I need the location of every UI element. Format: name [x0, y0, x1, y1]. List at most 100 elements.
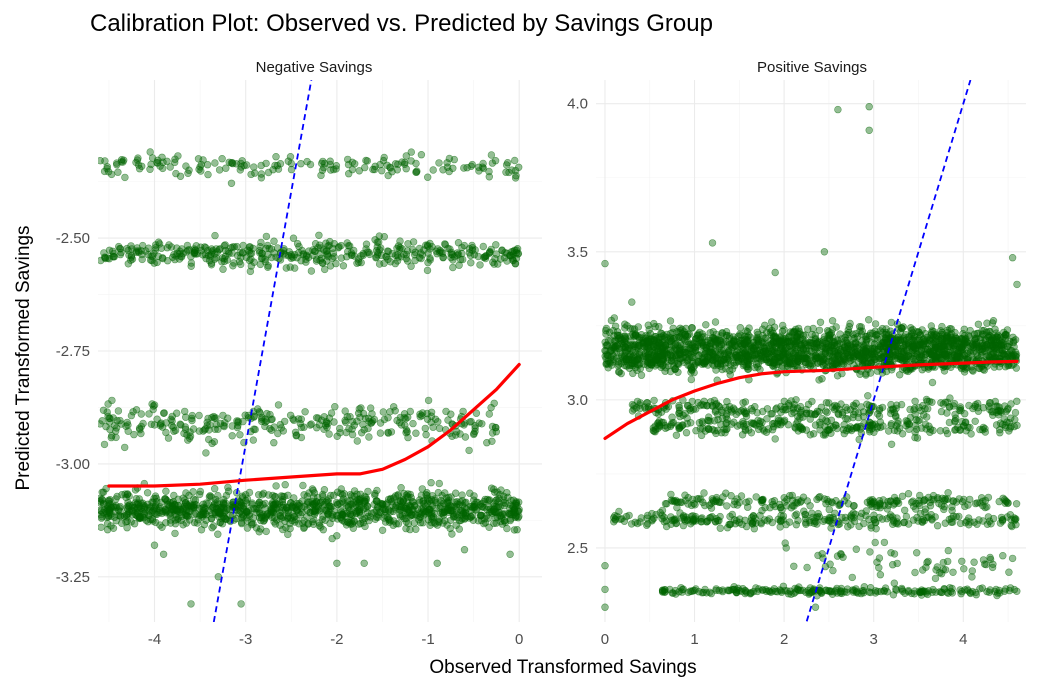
- data-point: [247, 255, 255, 263]
- data-point: [971, 417, 979, 425]
- data-point: [346, 242, 354, 250]
- data-point: [898, 492, 907, 500]
- data-point: [611, 322, 620, 330]
- data-point: [770, 323, 779, 331]
- data-point: [134, 512, 142, 521]
- data-point: [479, 242, 487, 251]
- data-point: [828, 317, 837, 325]
- data-point: [912, 499, 920, 508]
- data-point: [983, 343, 992, 352]
- data-point: [220, 495, 228, 504]
- data-point: [911, 397, 919, 405]
- data-point: [301, 408, 309, 416]
- x-tick-label: -4: [148, 631, 161, 648]
- data-point: [299, 481, 307, 490]
- data-point: [402, 152, 410, 160]
- data-point: [272, 504, 280, 512]
- data-point: [989, 514, 998, 523]
- data-point: [238, 518, 246, 527]
- data-point: [383, 247, 392, 255]
- data-point: [374, 251, 382, 259]
- data-point: [918, 366, 926, 374]
- data-point: [988, 319, 997, 327]
- data-point: [201, 250, 210, 259]
- data-point: [698, 339, 706, 347]
- data-point: [326, 157, 334, 165]
- data-point: [1012, 500, 1021, 508]
- data-point: [348, 251, 356, 259]
- data-point: [501, 516, 509, 525]
- data-point: [776, 421, 785, 429]
- data-point: [293, 254, 301, 262]
- data-point: [470, 496, 478, 504]
- data-point: [423, 266, 432, 275]
- data-point: [780, 494, 788, 502]
- data-point: [713, 426, 722, 435]
- data-point: [164, 500, 172, 508]
- data-point: [418, 251, 427, 259]
- data-point: [143, 489, 152, 497]
- data-point: [492, 428, 500, 436]
- data-point: [711, 318, 720, 326]
- data-point: [503, 524, 511, 533]
- data-point: [244, 411, 252, 420]
- data-point: [377, 251, 386, 260]
- data-point: [615, 368, 623, 376]
- data-point: [472, 506, 480, 514]
- data-point: [513, 525, 521, 534]
- data-point: [652, 425, 660, 434]
- data-point: [444, 244, 452, 253]
- data-point: [291, 264, 299, 272]
- data-point: [452, 521, 460, 529]
- data-point: [403, 428, 411, 436]
- data-point: [291, 428, 300, 436]
- data-point: [785, 402, 793, 410]
- data-point: [453, 498, 461, 506]
- data-point: [256, 260, 265, 269]
- data-point: [237, 253, 245, 262]
- data-point: [448, 530, 456, 538]
- data-point: [841, 344, 849, 352]
- data-point: [246, 267, 255, 276]
- data-point: [391, 259, 399, 268]
- data-point: [939, 400, 947, 408]
- data-point: [807, 359, 815, 367]
- data-point: [506, 251, 514, 260]
- data-point: [343, 413, 351, 421]
- data-point: [771, 333, 779, 341]
- data-point: [417, 151, 426, 159]
- data-point: [758, 325, 767, 333]
- data-point: [452, 489, 460, 497]
- data-point: [267, 245, 276, 253]
- data-point: [958, 417, 966, 426]
- data-point: [435, 515, 443, 523]
- data-point: [322, 239, 330, 247]
- data-point: [806, 431, 814, 439]
- data-point: [354, 499, 362, 507]
- data-point: [675, 401, 683, 410]
- data-point: [955, 495, 963, 503]
- data-point: [660, 518, 668, 526]
- data-point: [800, 507, 808, 515]
- data-point: [179, 249, 187, 258]
- data-point: [447, 516, 455, 524]
- data-point: [295, 520, 303, 528]
- data-point: [237, 260, 245, 269]
- data-point: [317, 171, 325, 180]
- data-point: [922, 425, 930, 433]
- data-point: [945, 418, 954, 427]
- data-point: [424, 173, 432, 181]
- data-point: [312, 414, 321, 422]
- data-point: [340, 490, 348, 498]
- data-point: [722, 412, 730, 421]
- data-point: [779, 516, 787, 524]
- data-point: [789, 327, 798, 336]
- data-point: [394, 491, 402, 500]
- scatter-points: [601, 102, 1021, 611]
- data-point: [424, 494, 432, 502]
- data-point: [397, 484, 405, 492]
- data-point: [975, 364, 984, 373]
- data-point: [279, 427, 287, 435]
- data-point: [833, 424, 841, 433]
- data-point: [433, 521, 442, 529]
